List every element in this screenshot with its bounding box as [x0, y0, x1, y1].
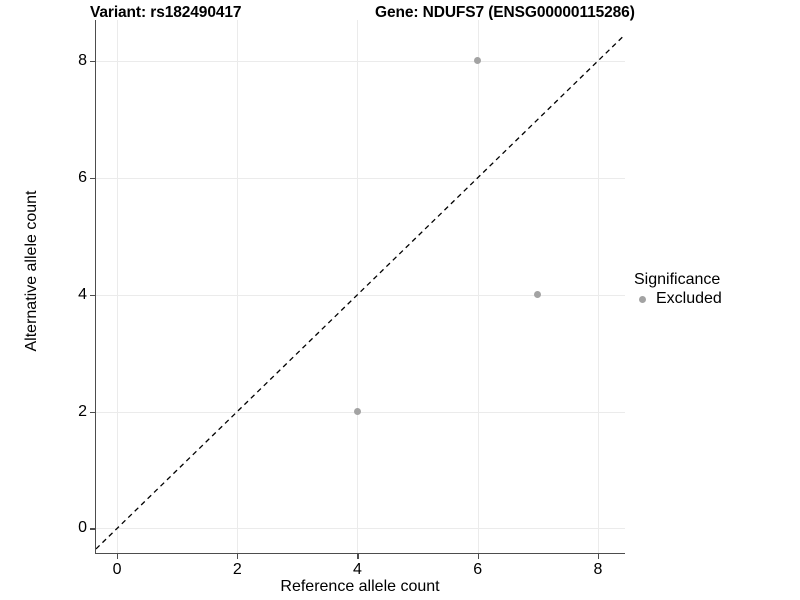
- legend-title: Significance: [634, 271, 721, 288]
- x-axis-tick: [117, 554, 119, 559]
- gridline: [117, 20, 119, 553]
- data-point[interactable]: [353, 408, 361, 416]
- y-axis-tick-label: 8: [78, 51, 87, 69]
- y-axis-tick: [90, 411, 95, 413]
- legend-items: Excluded: [634, 290, 722, 308]
- x-axis-tick: [237, 554, 239, 559]
- y-axis-line: [95, 20, 97, 553]
- gridline: [237, 20, 239, 553]
- variant-title: Variant: rs182490417: [90, 4, 242, 21]
- x-axis-tick-label: 0: [112, 561, 122, 578]
- x-axis-title: Reference allele count: [280, 578, 440, 595]
- legend-key: [634, 290, 651, 308]
- data-point[interactable]: [474, 57, 482, 65]
- gridline: [96, 528, 625, 530]
- y-axis-tick-label: 6: [78, 168, 87, 186]
- y-axis-tick: [90, 528, 95, 530]
- y-axis-tick-label: 2: [78, 402, 87, 420]
- x-axis-tick-label: 6: [473, 561, 483, 578]
- y-axis-tick: [90, 60, 95, 63]
- x-axis-tick: [357, 554, 359, 559]
- gridline: [477, 20, 479, 553]
- legend-item[interactable]: Excluded: [634, 290, 722, 308]
- x-axis-line: [95, 553, 625, 555]
- y-axis-tick: [90, 294, 95, 296]
- x-axis-tick-label: 8: [593, 561, 603, 578]
- y-axis-tick: [90, 177, 95, 179]
- x-axis-tick-label: 2: [232, 561, 242, 578]
- x-axis-tick: [597, 554, 600, 559]
- y-axis-title: Alternative allele count: [23, 190, 40, 352]
- legend: Significance Excluded: [634, 270, 722, 308]
- gridline: [597, 20, 599, 553]
- legend-dot-icon: [639, 295, 646, 303]
- y-axis-tick-label: 4: [78, 285, 87, 303]
- gridline: [357, 20, 359, 553]
- gridline: [96, 177, 625, 179]
- legend-item-label: Excluded: [656, 290, 722, 307]
- identity-reference-line: [95, 34, 626, 550]
- gridline: [96, 294, 625, 296]
- data-point[interactable]: [534, 291, 542, 299]
- x-axis-tick-label: 4: [353, 561, 362, 578]
- gene-title: Gene: NDUFS7 (ENSG00000115286): [375, 4, 635, 21]
- gridline: [96, 60, 625, 62]
- x-axis-tick: [477, 554, 479, 559]
- plot-panel: [95, 20, 626, 553]
- y-axis-tick-label: 0: [78, 519, 87, 537]
